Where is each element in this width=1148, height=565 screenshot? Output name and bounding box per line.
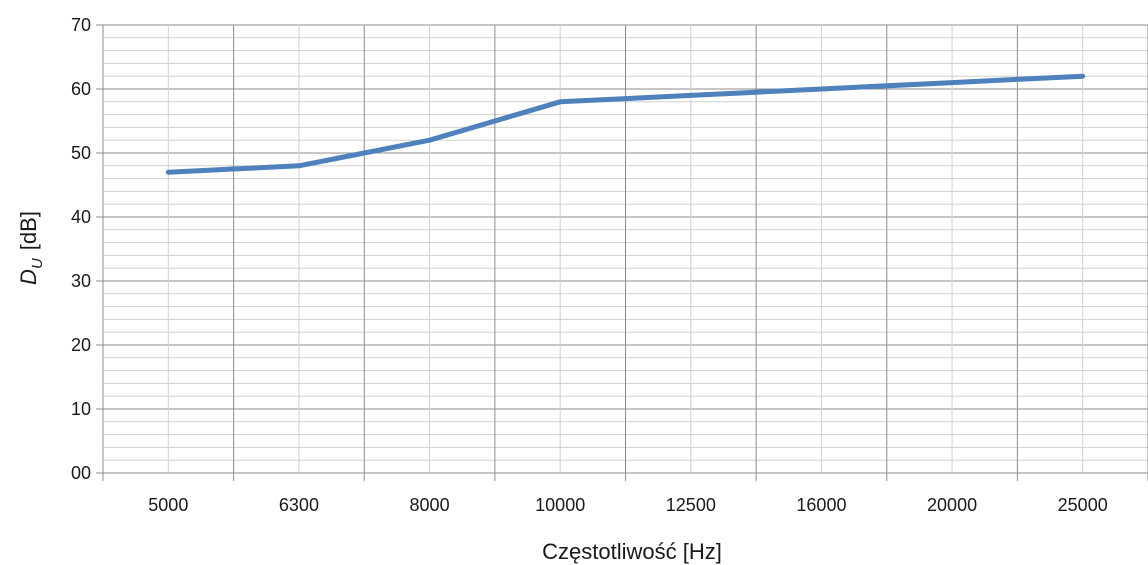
x-tick-label: 20000: [927, 495, 977, 515]
y-axis-title: DU [dB]: [16, 211, 46, 285]
y-tick-label: 20: [71, 335, 91, 355]
y-axis-title-unit: [dB]: [16, 211, 41, 250]
axes: [96, 24, 1148, 481]
y-tick-label: 40: [71, 207, 91, 227]
y-tick-labels: 00 10 20 30 40 50 60 70: [71, 15, 91, 483]
y-tick-label: 30: [71, 271, 91, 291]
x-tick-label: 6300: [279, 495, 319, 515]
y-tick-label: 60: [71, 79, 91, 99]
series-line: [165, 73, 1086, 175]
y-tick-label: 70: [71, 15, 91, 35]
x-tick-label: 16000: [796, 495, 846, 515]
x-axis-title: Częstotliwość [Hz]: [542, 539, 722, 564]
x-tick-labels: 5000 6300 8000 10000 12500 16000 20000 25000: [148, 495, 1107, 515]
series-layer: [165, 73, 1086, 175]
x-tick-label: 5000: [148, 495, 188, 515]
vertical-gridlines: [167, 25, 1148, 473]
y-tick-label: 00: [71, 463, 91, 483]
y-tick-label: 10: [71, 399, 91, 419]
x-tick-label: 10000: [535, 495, 585, 515]
y-axis-title-main: D: [16, 269, 41, 285]
x-tick-label: 12500: [666, 495, 716, 515]
x-tick-label: 25000: [1058, 495, 1108, 515]
y-tick-label: 50: [71, 143, 91, 163]
plot-frame: [96, 24, 1148, 481]
y-axis-title-sub: U: [29, 258, 46, 269]
x-tick-label: 8000: [410, 495, 450, 515]
